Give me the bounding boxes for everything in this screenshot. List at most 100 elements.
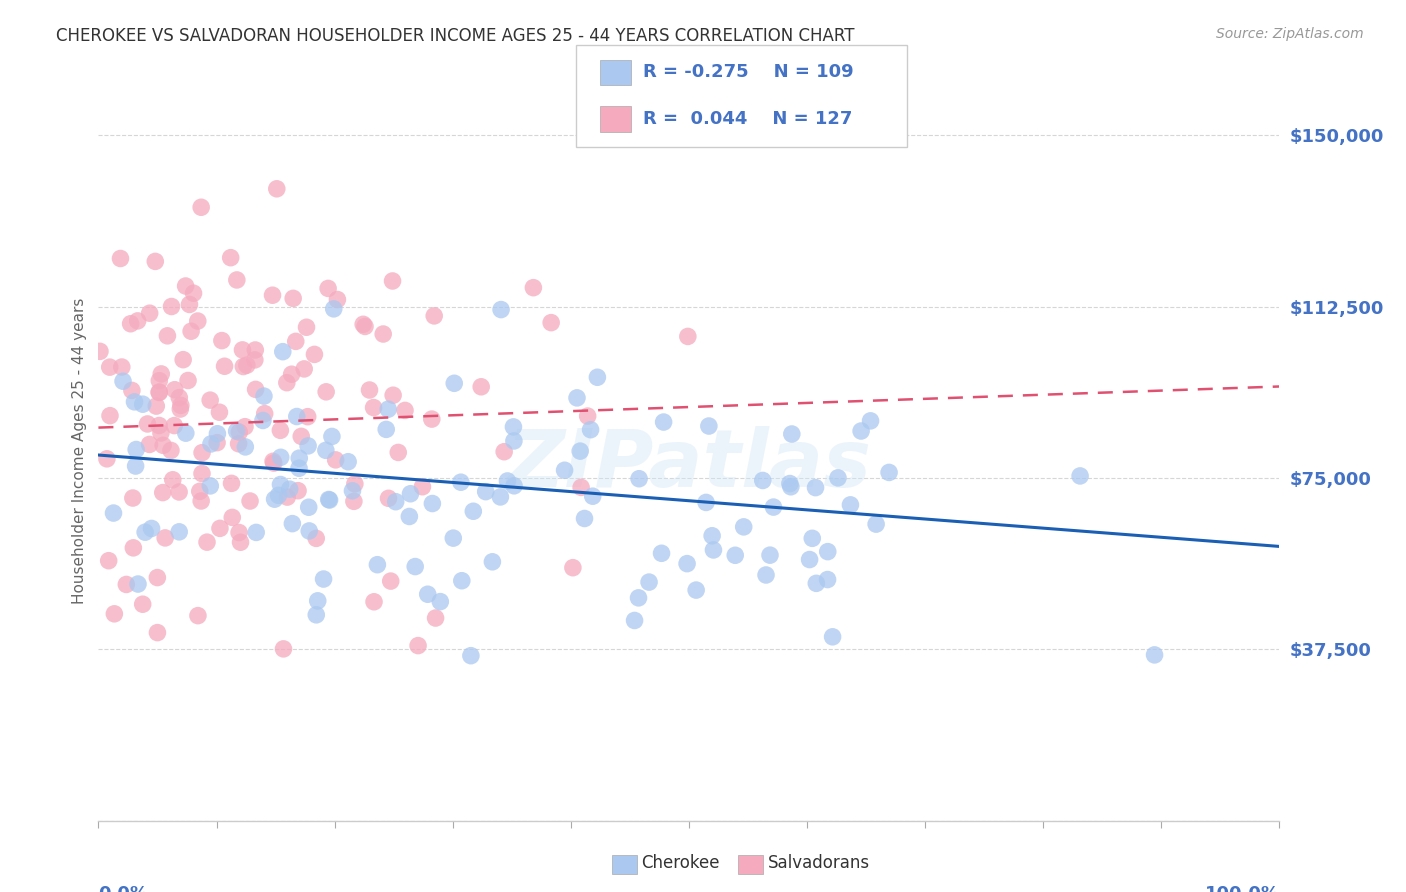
Point xyxy=(801,532,824,546)
Point xyxy=(98,409,121,423)
Point xyxy=(179,297,201,311)
Point xyxy=(565,391,588,405)
Point xyxy=(141,521,163,535)
Point xyxy=(103,506,125,520)
Point xyxy=(96,451,118,466)
Point xyxy=(627,591,650,605)
Point xyxy=(304,347,326,361)
Point xyxy=(416,587,439,601)
Point xyxy=(489,490,512,504)
Point xyxy=(359,383,381,397)
Point xyxy=(779,480,801,494)
Point xyxy=(253,407,276,421)
Point xyxy=(363,401,385,415)
Point xyxy=(394,403,416,417)
Point xyxy=(702,543,724,558)
Point xyxy=(503,479,526,493)
Point xyxy=(406,639,429,653)
Point xyxy=(398,509,420,524)
Point xyxy=(174,279,197,293)
Point xyxy=(450,574,472,588)
Point xyxy=(481,555,503,569)
Point xyxy=(450,475,472,490)
Point xyxy=(676,329,699,343)
Point xyxy=(103,607,125,621)
Point xyxy=(676,557,699,571)
Point xyxy=(423,309,446,323)
Point xyxy=(827,471,849,485)
Point xyxy=(160,443,183,458)
Point xyxy=(236,358,259,372)
Point xyxy=(195,535,218,549)
Point xyxy=(163,383,186,397)
Point xyxy=(586,370,609,384)
Point xyxy=(859,414,882,428)
Point xyxy=(112,374,135,388)
Point xyxy=(205,435,228,450)
Point xyxy=(120,317,142,331)
Point xyxy=(127,314,149,328)
Point xyxy=(198,393,221,408)
Point xyxy=(149,425,172,440)
Point xyxy=(146,570,169,584)
Point xyxy=(276,376,298,390)
Point xyxy=(752,474,775,488)
Point xyxy=(1143,648,1166,662)
Point xyxy=(638,575,661,590)
Point xyxy=(125,442,148,457)
Point xyxy=(377,491,399,506)
Point xyxy=(136,417,159,431)
Point xyxy=(817,544,839,558)
Point xyxy=(146,625,169,640)
Point xyxy=(207,426,229,441)
Point xyxy=(162,473,184,487)
Point xyxy=(190,200,212,214)
Point xyxy=(297,439,319,453)
Point xyxy=(298,524,321,538)
Point xyxy=(576,409,599,423)
Point xyxy=(262,288,284,302)
Point xyxy=(214,359,236,374)
Point xyxy=(228,436,250,450)
Text: Cherokee: Cherokee xyxy=(641,855,720,872)
Point xyxy=(470,380,492,394)
Point xyxy=(316,281,339,295)
Point xyxy=(231,343,253,357)
Point xyxy=(343,494,366,508)
Point xyxy=(167,485,190,500)
Point xyxy=(225,424,247,438)
Point xyxy=(191,467,214,481)
Point xyxy=(295,320,318,334)
Point xyxy=(281,516,304,531)
Point xyxy=(163,418,186,433)
Point xyxy=(267,488,290,502)
Point xyxy=(169,391,191,405)
Point xyxy=(352,318,374,332)
Point xyxy=(124,458,146,473)
Point xyxy=(245,383,267,397)
Point xyxy=(221,476,243,491)
Point xyxy=(97,554,120,568)
Point xyxy=(574,511,596,525)
Point xyxy=(177,374,200,388)
Point xyxy=(239,494,262,508)
Point xyxy=(806,576,828,591)
Point xyxy=(160,300,183,314)
Point xyxy=(148,374,170,388)
Point xyxy=(569,480,592,494)
Point xyxy=(153,531,176,545)
Point xyxy=(221,510,243,524)
Point xyxy=(245,343,267,357)
Point xyxy=(188,484,211,499)
Point xyxy=(399,487,422,501)
Point xyxy=(167,524,190,539)
Text: 100.0%: 100.0% xyxy=(1205,885,1279,892)
Point xyxy=(292,362,315,376)
Point xyxy=(373,326,395,341)
Point xyxy=(496,474,519,488)
Point xyxy=(270,450,292,465)
Point xyxy=(685,583,707,598)
Point xyxy=(138,437,160,451)
Point xyxy=(321,429,343,443)
Point xyxy=(315,443,337,458)
